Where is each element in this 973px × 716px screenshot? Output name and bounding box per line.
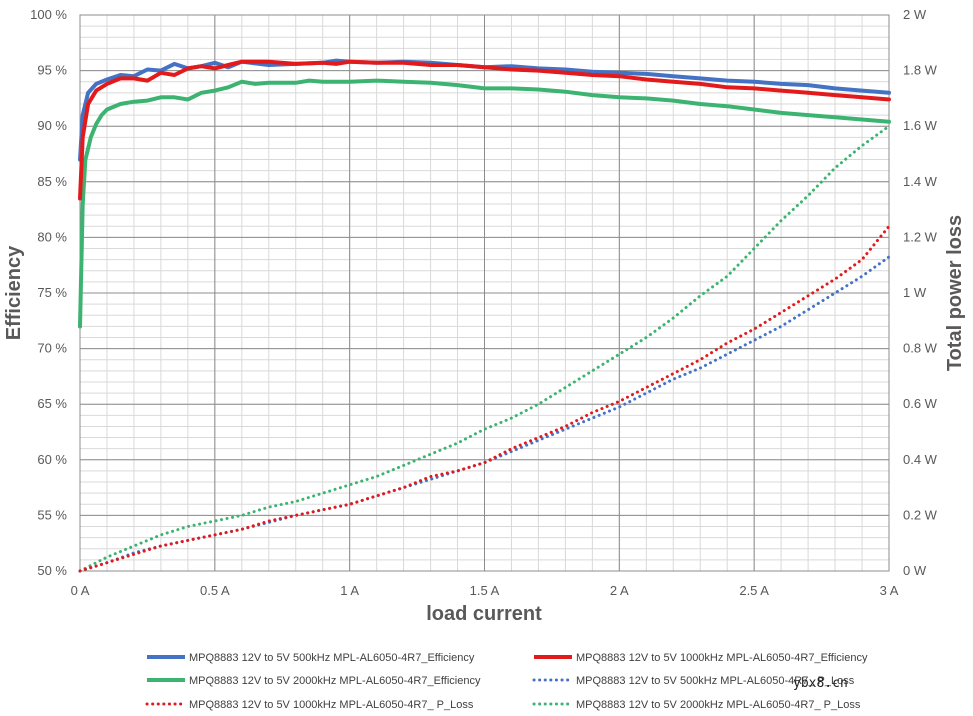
right-tick-label: 1.6 W <box>903 118 938 133</box>
watermark: ybx8.cn <box>793 676 848 691</box>
x-tick-label: 3 A <box>880 583 899 598</box>
x-tick-label: 0.5 A <box>200 583 230 598</box>
right-tick-label: 1.2 W <box>903 229 938 244</box>
right-tick-label: 0 W <box>903 563 927 578</box>
x-tick-label: 0 A <box>71 583 90 598</box>
legend-label: MPQ8883 12V to 5V 500kHz MPL-AL6050-4R7_… <box>189 652 475 664</box>
legend-label: MPQ8883 12V to 5V 2000kHz MPL-AL6050-4R7… <box>189 675 481 687</box>
series-layer <box>78 58 891 573</box>
series-line-2 <box>78 59 891 201</box>
right-tick-label: 1.4 W <box>903 174 938 189</box>
x-tick-label: 1 A <box>340 583 359 598</box>
right-axis-title: Total power loss <box>944 215 966 371</box>
left-tick-label: 100 % <box>30 7 67 22</box>
right-tick-label: 2 W <box>903 7 927 22</box>
legend-label: MPQ8883 12V to 5V 1000kHz MPL-AL6050-4R7… <box>189 699 474 711</box>
left-tick-label: 90 % <box>37 118 67 133</box>
legend-label: MPQ8883 12V to 5V 1000kHz MPL-AL6050-4R7… <box>576 652 868 664</box>
right-tick-label: 0.8 W <box>903 341 938 356</box>
x-tick-label: 2 A <box>610 583 629 598</box>
major-gridlines <box>79 14 890 572</box>
chart-legend: MPQ8883 12V to 5V 500kHz MPL-AL6050-4R7_… <box>145 652 868 711</box>
series-line-3 <box>78 78 891 329</box>
legend-label: MPQ8883 12V to 5V 2000kHz MPL-AL6050-4R7… <box>576 699 861 711</box>
right-tick-label: 1 W <box>903 285 927 300</box>
right-tick-label: 0.4 W <box>903 452 938 467</box>
x-tick-label: 1.5 A <box>470 583 500 598</box>
left-tick-label: 55 % <box>37 507 67 522</box>
left-tick-label: 65 % <box>37 396 67 411</box>
left-tick-label: 75 % <box>37 285 67 300</box>
left-tick-label: 85 % <box>37 174 67 189</box>
x-axis-title: load current <box>426 603 542 625</box>
left-tick-label: 80 % <box>37 229 67 244</box>
series-line-6 <box>78 124 891 573</box>
x-axis-ticks: 0 A 0.5 A 1 A 1.5 A 2 A 2.5 A 3 A <box>71 583 899 598</box>
left-axis-ticks: 50 % 55 % 60 % 65 % 70 % 75 % 80 % 85 % 90 % 95 %… <box>30 7 67 578</box>
right-tick-label: 0.2 W <box>903 507 938 522</box>
left-axis-title: Efficiency <box>3 245 25 340</box>
left-tick-label: 95 % <box>37 63 67 78</box>
left-tick-label: 50 % <box>37 563 67 578</box>
right-axis-ticks: 0 W 0.2 W 0.4 W 0.6 W 0.8 W 1 W 1.2 W 1.4 W 1.6 … <box>903 7 938 578</box>
series-line-5 <box>78 224 891 573</box>
x-tick-label: 2.5 A <box>739 583 769 598</box>
right-tick-label: 1.8 W <box>903 63 938 78</box>
right-tick-label: 0.6 W <box>903 396 938 411</box>
left-tick-label: 60 % <box>37 452 67 467</box>
legend-label: MPQ8883 12V to 5V 500kHz MPL-AL6050-4R7_… <box>576 675 855 687</box>
left-tick-label: 70 % <box>37 341 67 356</box>
